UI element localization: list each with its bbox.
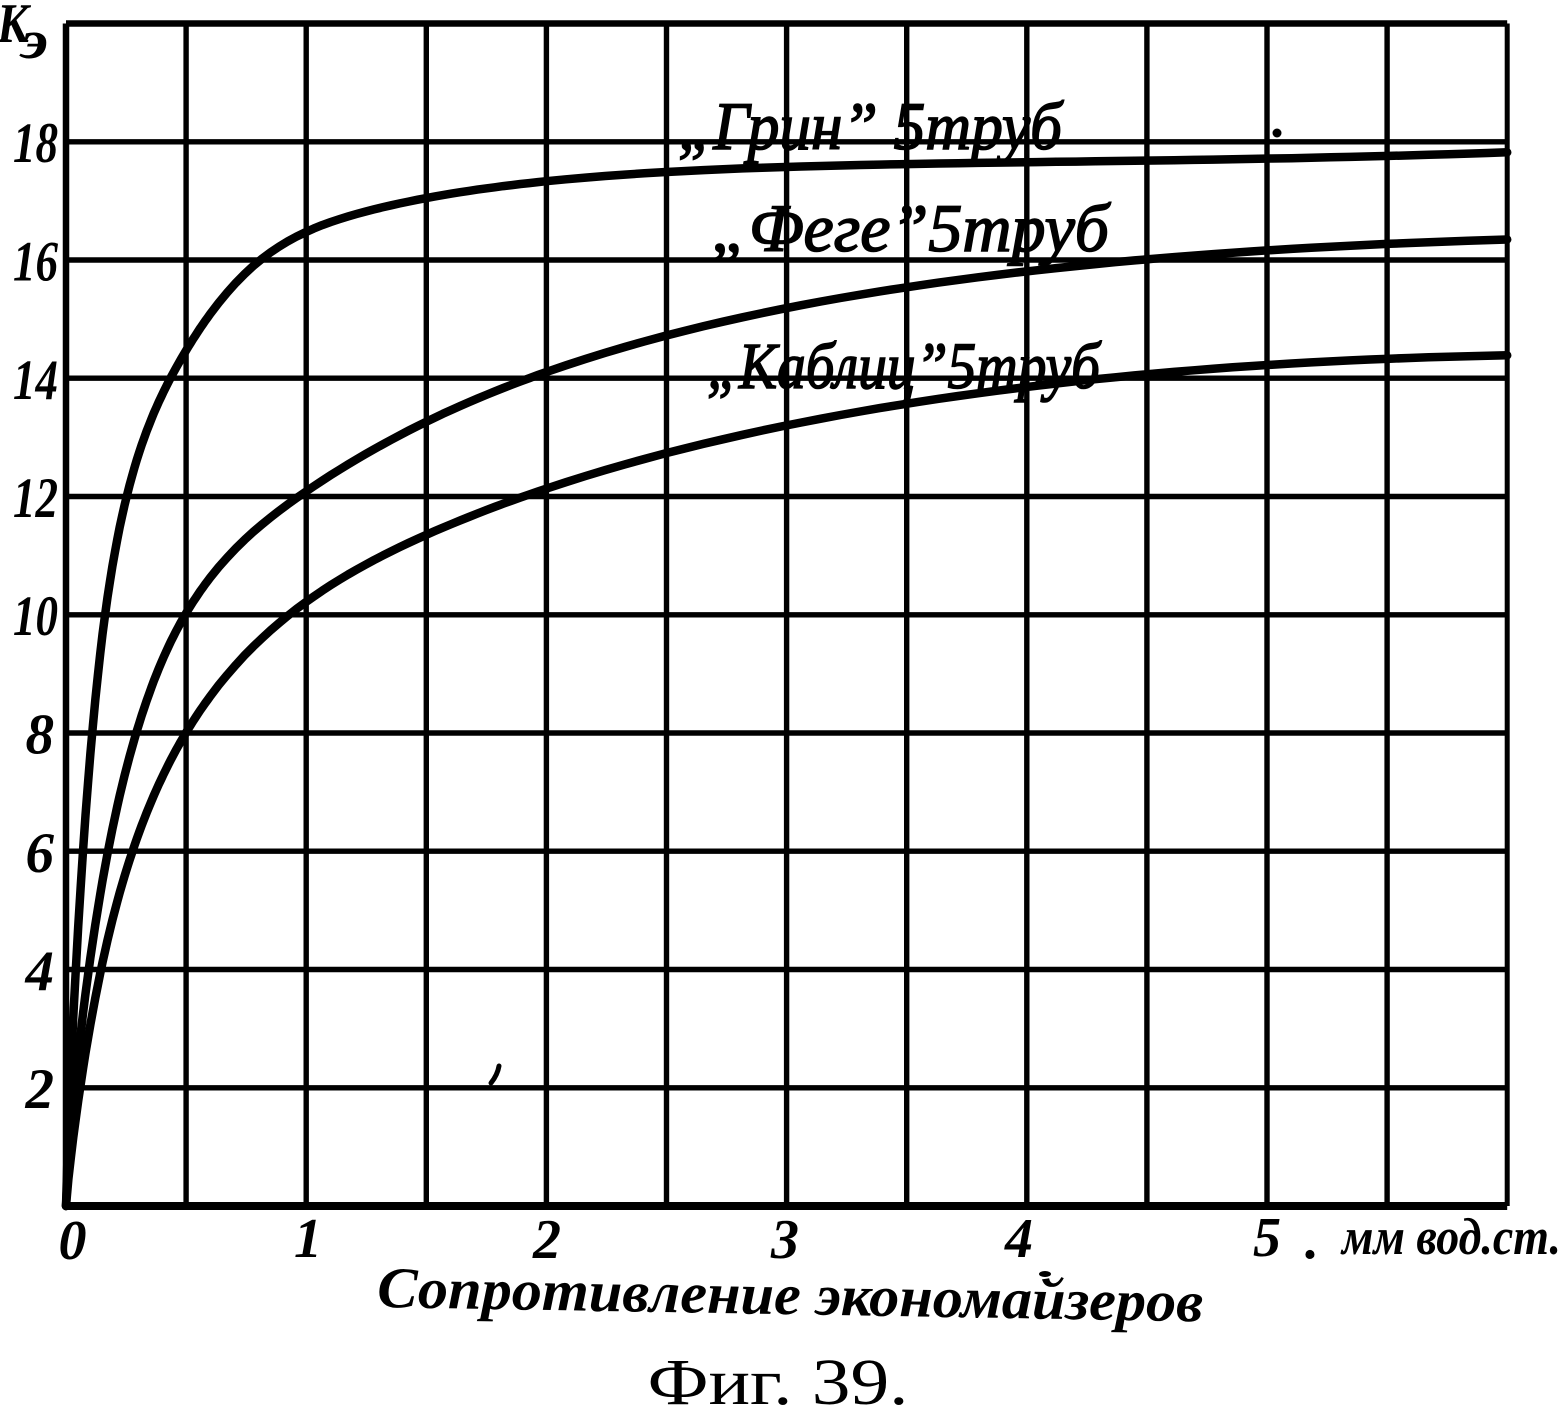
svg-text:8: 8 [26,704,55,767]
svg-text:„Грин” 5труб: „Грин” 5труб [678,88,1065,164]
svg-text:мм вод.ст.: мм вод.ст. [1340,1209,1561,1266]
svg-text:э: э [19,10,48,70]
svg-text:10: 10 [13,585,58,648]
svg-text:18: 18 [13,112,58,175]
svg-text:2: 2 [25,1058,55,1121]
svg-text:12: 12 [13,467,58,530]
svg-text:„Феге”5труб: „Феге”5труб [711,190,1112,266]
svg-text:0: 0 [59,1210,87,1272]
svg-text:2: 2 [532,1209,561,1271]
svg-text:3: 3 [770,1209,799,1271]
svg-text:4: 4 [25,940,55,1003]
svg-text:К: К [0,0,32,55]
svg-text:4: 4 [1004,1208,1033,1270]
svg-text:1: 1 [294,1208,322,1270]
svg-text:Сопротивление экономайзеров: Сопротивление экономайзеров [377,1255,1204,1334]
svg-text:16: 16 [13,231,58,294]
svg-text:5: 5 [1253,1207,1281,1269]
svg-text:14: 14 [13,349,58,412]
svg-text:Фиг. 39.: Фиг. 39. [648,1346,909,1412]
svg-text:6: 6 [26,822,55,885]
svg-text:„Каблиц”5труб: „Каблиц”5труб [707,330,1102,403]
svg-text:.: . [1305,1209,1319,1271]
